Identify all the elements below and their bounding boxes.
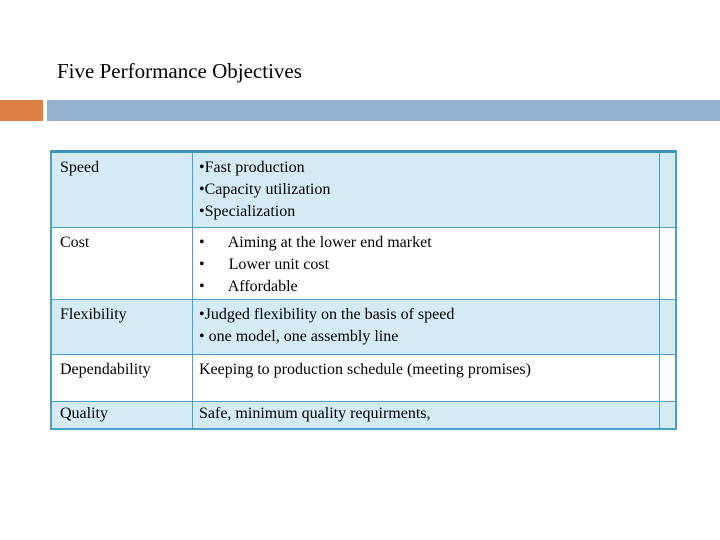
table-row-quality: Quality Safe, minimum quality requirment…	[52, 402, 675, 428]
row-description: •Judged flexibility on the basis of spee…	[193, 300, 660, 354]
description-line: • Aiming at the lower end market	[199, 234, 432, 251]
description-line: • Affordable	[199, 278, 298, 295]
description-line: •Capacity utilization	[199, 181, 331, 198]
row-end-cell	[660, 153, 675, 227]
description-line: • one model, one assembly line	[199, 328, 399, 345]
table-row-speed: Speed •Fast production •Capacity utiliza…	[52, 153, 675, 228]
accent-blue-bar	[47, 100, 720, 121]
row-label: Dependability	[52, 355, 193, 401]
row-description: •Fast production •Capacity utilization •…	[193, 153, 660, 227]
row-end-cell	[660, 355, 675, 401]
slide-title: Five Performance Objectives	[57, 59, 302, 84]
row-end-cell	[660, 300, 675, 354]
row-label: Quality	[52, 402, 193, 428]
description-line: Keeping to production schedule (meeting …	[199, 361, 531, 378]
row-description: Keeping to production schedule (meeting …	[193, 355, 660, 401]
row-label: Cost	[52, 228, 193, 299]
description-line: • Lower unit cost	[199, 256, 330, 273]
description-line: •Fast production	[199, 159, 305, 176]
description-line: Safe, minimum quality requirments,	[199, 405, 431, 422]
accent-orange-block	[0, 100, 43, 121]
row-label: Speed	[52, 153, 193, 227]
row-description: • Aiming at the lower end market • Lower…	[193, 228, 660, 299]
row-label: Flexibility	[52, 300, 193, 354]
description-line: •Judged flexibility on the basis of spee…	[199, 306, 455, 323]
table-row-cost: Cost • Aiming at the lower end market • …	[52, 228, 675, 300]
row-end-cell	[660, 228, 675, 299]
performance-objectives-table: Speed •Fast production •Capacity utiliza…	[50, 150, 677, 430]
row-end-cell	[660, 402, 675, 428]
description-line: •Specialization	[199, 203, 296, 220]
row-description: Safe, minimum quality requirments,	[193, 402, 660, 428]
table-row-dependability: Dependability Keeping to production sche…	[52, 355, 675, 402]
table-row-flexibility: Flexibility •Judged flexibility on the b…	[52, 300, 675, 355]
